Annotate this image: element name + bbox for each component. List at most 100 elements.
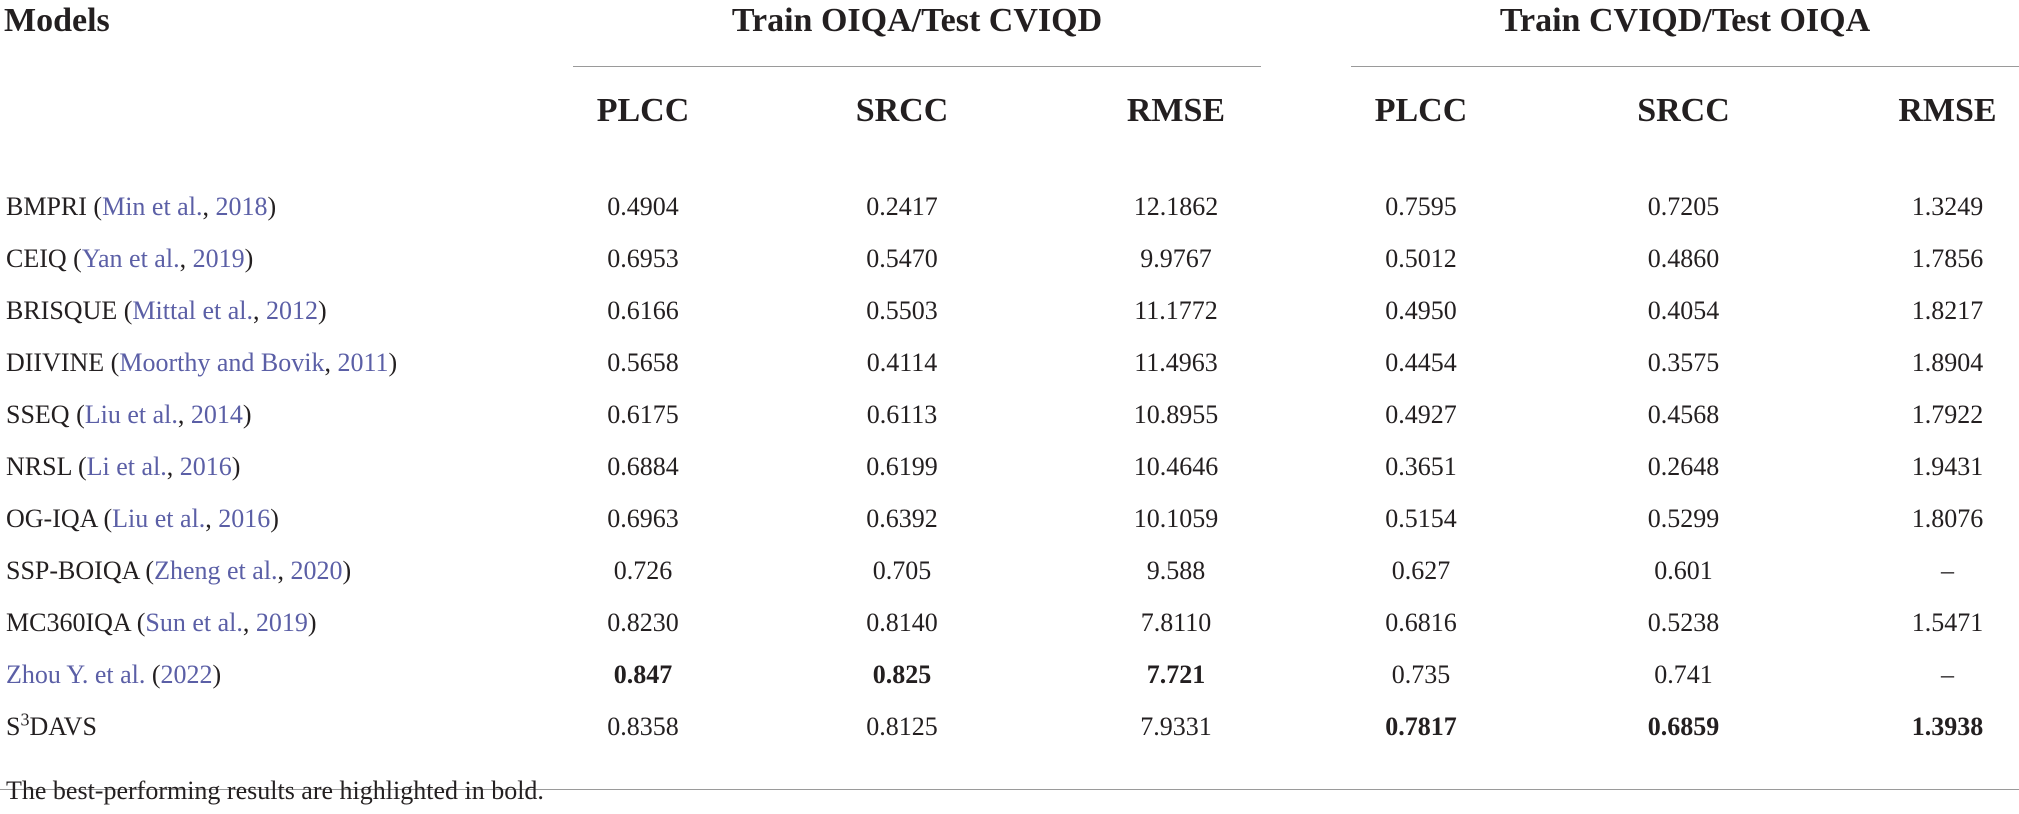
- value-srcc-2: 0.741: [1654, 660, 1713, 689]
- group-header-cviqd-oiqa: Train CVIQD/Test OIQA: [1351, 0, 2019, 67]
- citation-separator: ,: [166, 452, 180, 481]
- citation-separator: ,: [179, 244, 193, 273]
- value-plcc-2: 0.3651: [1385, 452, 1457, 481]
- value-plcc-1: 0.8230: [607, 608, 679, 637]
- citation-year: 2016: [179, 452, 232, 481]
- value-rmse-2: –: [1941, 660, 1954, 689]
- citation-separator: ,: [177, 400, 191, 429]
- value-srcc-2: 0.6859: [1647, 712, 1720, 741]
- citation-year: 2012: [266, 296, 318, 325]
- model-name-cell: CEIQ (Yan et al., 2019): [0, 233, 573, 285]
- citation-separator: ,: [253, 296, 266, 325]
- value-rmse-1: 7.721: [1146, 660, 1206, 689]
- value-srcc-2: 0.4860: [1647, 244, 1720, 273]
- value-rmse-2: 1.5471: [1911, 608, 1984, 637]
- metric-header-rmse-2: RMSE: [1876, 66, 2019, 161]
- value-rmse-2: –: [1941, 556, 1954, 585]
- value-plcc-1: 0.5658: [607, 348, 679, 377]
- citation-separator: ,: [202, 192, 216, 221]
- value-srcc-2: 0.2648: [1647, 452, 1720, 481]
- group-header-oiqa-cviqd: Train OIQA/Test CVIQD: [573, 0, 1261, 67]
- citation-separator: ,: [242, 608, 256, 637]
- table-row: SSEQ (Liu et al., 2014) 0.6175 0.6113 10…: [0, 389, 2019, 441]
- table-row: NRSL (Li et al., 2016) 0.6884 0.6199 10.…: [0, 441, 2019, 493]
- citation-close: ): [244, 244, 254, 273]
- value-srcc-2: 0.4054: [1647, 296, 1720, 325]
- value-plcc-2: 0.7817: [1385, 712, 1457, 741]
- value-rmse-1: 7.8110: [1140, 608, 1212, 637]
- value-rmse-1: 9.9767: [1140, 244, 1212, 273]
- citation-year: 2014: [190, 400, 243, 429]
- citation-separator: ,: [324, 348, 338, 377]
- value-plcc-1: 0.847: [613, 660, 673, 689]
- model-name: CEIQ (: [6, 244, 82, 273]
- value-plcc-1: 0.6963: [607, 504, 679, 533]
- metric-header-rmse-1: RMSE: [1091, 66, 1261, 161]
- citation-close: ): [242, 400, 252, 429]
- value-plcc-2: 0.627: [1391, 556, 1451, 585]
- model-name: SSEQ (: [6, 400, 85, 429]
- value-srcc-2: 0.5238: [1647, 608, 1720, 637]
- value-plcc-1: 0.6175: [607, 400, 679, 429]
- citation-link: Mittal et al.: [132, 296, 253, 325]
- table-bottom-rule: [0, 753, 2019, 790]
- model-name: BRISQUE (: [6, 296, 133, 325]
- value-plcc-1: 0.4904: [607, 192, 679, 221]
- value-plcc-2: 0.4454: [1385, 348, 1457, 377]
- citation-link: Moorthy and Bovik: [119, 348, 325, 377]
- citation-close: ): [307, 608, 317, 637]
- table-row: SSP-BOIQA (Zheng et al., 2020) 0.726 0.7…: [0, 545, 2019, 597]
- table-row: MC360IQA (Sun et al., 2019) 0.8230 0.814…: [0, 597, 2019, 649]
- citation-year: 2022: [160, 660, 213, 689]
- value-plcc-1: 0.6953: [607, 244, 679, 273]
- citation-year: 2018: [215, 192, 268, 221]
- citation-link: Liu et al.: [84, 400, 178, 429]
- value-srcc-2: 0.3575: [1647, 348, 1720, 377]
- citation-link: Zheng et al.: [154, 556, 278, 585]
- citation-year: 2020: [290, 556, 343, 585]
- value-rmse-2: 1.8217: [1911, 296, 1984, 325]
- value-rmse-2: 1.7856: [1911, 244, 1984, 273]
- value-srcc-2: 0.7205: [1647, 192, 1720, 221]
- metric-header-plcc-1: PLCC: [573, 66, 713, 161]
- model-name-cell: NRSL (Li et al., 2016): [0, 441, 573, 493]
- model-name-superscript: 3: [20, 709, 30, 730]
- model-name-cell: MC360IQA (Sun et al., 2019): [0, 597, 573, 649]
- value-srcc-1: 0.4114: [866, 348, 938, 377]
- table-row: Zhou Y. et al. (2022) 0.847 0.825 7.721 …: [0, 649, 2019, 701]
- value-srcc-1: 0.2417: [866, 192, 938, 221]
- citation-link: Li et al.: [86, 452, 167, 481]
- models-column-header: Models: [4, 2, 110, 39]
- value-rmse-2: 1.3938: [1911, 712, 1984, 741]
- value-rmse-2: 1.9431: [1911, 452, 1984, 481]
- citation-year: 2019: [255, 608, 308, 637]
- results-table: Models Train OIQA/Test CVIQD Train CVIQD…: [0, 0, 2019, 790]
- value-rmse-2: 1.3249: [1911, 192, 1984, 221]
- metric-header-plcc-2: PLCC: [1351, 66, 1491, 161]
- citation-close: ): [388, 348, 398, 377]
- model-name-cell: DIIVINE (Moorthy and Bovik, 2011): [0, 337, 573, 389]
- value-srcc-1: 0.6392: [866, 504, 938, 533]
- value-srcc-1: 0.705: [872, 556, 932, 585]
- value-rmse-2: 1.7922: [1911, 400, 1984, 429]
- citation-year: 2019: [192, 244, 245, 273]
- citation-link: Liu et al.: [112, 504, 206, 533]
- value-srcc-2: 0.4568: [1647, 400, 1720, 429]
- group-title-cviqd-oiqa: Train CVIQD/Test OIQA: [1499, 2, 1871, 39]
- value-plcc-2: 0.735: [1391, 660, 1451, 689]
- value-rmse-1: 7.9331: [1140, 712, 1212, 741]
- value-srcc-1: 0.6199: [866, 452, 938, 481]
- value-rmse-1: 10.4646: [1133, 452, 1219, 481]
- model-name: BMPRI (: [6, 192, 103, 221]
- citation-link: Sun et al.: [145, 608, 243, 637]
- value-plcc-2: 0.6816: [1385, 608, 1457, 637]
- model-name-cell: BMPRI (Min et al., 2018): [0, 161, 573, 233]
- value-plcc-2: 0.4950: [1385, 296, 1457, 325]
- citation-open: (: [145, 660, 161, 689]
- model-name-cell: OG-IQA (Liu et al., 2016): [0, 493, 573, 545]
- table-row: BMPRI (Min et al., 2018) 0.4904 0.2417 1…: [0, 161, 2019, 233]
- table-footnote: The best-performing results are highligh…: [6, 776, 544, 805]
- model-name: NRSL (: [6, 452, 87, 481]
- model-name-prefix: S: [6, 712, 21, 741]
